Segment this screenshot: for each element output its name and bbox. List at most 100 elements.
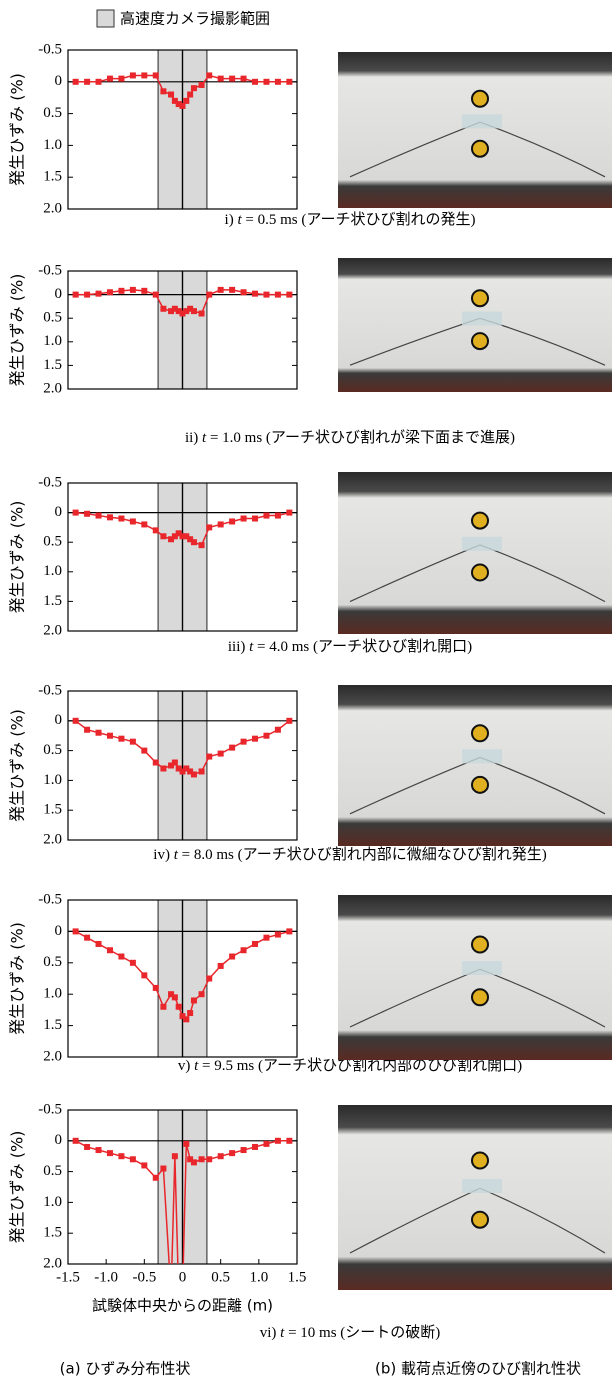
strain-point: [275, 727, 281, 733]
photo: [338, 52, 612, 208]
caption: iii) t = 4.0 ms (アーチ状ひび割れ開口): [228, 638, 472, 655]
strain-point: [172, 760, 178, 766]
figure: 高速度カメラ撮影範囲 (a) ひずみ分布性状 (b) 載荷点近傍のひび割れ性状 …: [0, 0, 616, 1385]
y-tick-label: 0.5: [43, 954, 62, 970]
strain-point: [275, 1138, 281, 1144]
strain-point: [241, 289, 247, 295]
strain-point: [229, 954, 235, 960]
strain-point: [176, 1004, 182, 1010]
strain-point: [183, 98, 189, 104]
strain-point: [187, 92, 193, 98]
y-tick-label: -0.5: [38, 474, 62, 490]
x-tick-label: 1.0: [249, 1269, 268, 1285]
strain-point: [206, 754, 212, 760]
caption: iv) t = 8.0 ms (アーチ状ひび割れ内部に微細なひび割れ発生): [153, 846, 546, 863]
strain-point: [191, 1159, 197, 1165]
strain-point: [96, 1147, 102, 1153]
caption-part: = 1.0 ms (アーチ状ひび割れが梁下面まで進展): [206, 429, 515, 446]
strain-point: [252, 291, 258, 297]
strain-point: [241, 739, 247, 745]
caption: vi) t = 10 ms (シートの破断): [260, 1324, 441, 1341]
y-tick-label: 1.0: [43, 333, 62, 349]
strain-point: [191, 308, 197, 314]
strain-point: [275, 79, 281, 85]
strain-point: [191, 997, 197, 1003]
y-tick-label: 0.5: [43, 105, 62, 121]
strain-point: [107, 514, 113, 520]
strain-point: [153, 72, 159, 78]
y-axis-label: 発生ひずみ (%): [8, 922, 27, 1035]
sensor: [462, 537, 502, 551]
y-tick-label: 2.0: [43, 1048, 62, 1064]
strain-point: [275, 932, 281, 938]
target-marker: [472, 777, 488, 793]
target-marker: [472, 513, 488, 529]
strain-point: [107, 947, 113, 953]
strain-point: [130, 739, 136, 745]
x-tick-label: -1.0: [94, 1269, 118, 1285]
strain-point: [286, 718, 292, 724]
strain-point: [130, 72, 136, 78]
strain-point: [153, 527, 159, 533]
strain-point: [252, 1144, 258, 1150]
strain-point: [286, 1138, 292, 1144]
y-tick-label: -0.5: [38, 891, 62, 907]
caption-part: = 10 ms (シートの破断): [284, 1324, 440, 1341]
y-tick-label: 0.5: [43, 310, 62, 326]
panel-label: (a) ひずみ分布性状: [60, 1360, 191, 1378]
strain-point: [191, 539, 197, 545]
strain-point: [241, 947, 247, 953]
strain-point: [275, 292, 281, 298]
strain-point: [168, 92, 174, 98]
strain-point: [153, 292, 159, 298]
strain-point: [241, 76, 247, 82]
caption-part: = 0.5 ms (アーチ状ひび割れの発生): [242, 211, 476, 228]
strain-point: [84, 1144, 90, 1150]
y-tick-label: 1.5: [43, 1017, 62, 1033]
strain-point: [130, 1156, 136, 1162]
strain-point: [263, 733, 269, 739]
strain-point: [229, 287, 235, 293]
strain-point: [118, 1153, 124, 1159]
sensor: [462, 961, 502, 975]
y-tick-label: 1.5: [43, 169, 62, 185]
strain-point: [241, 1147, 247, 1153]
page: 高速度カメラ撮影範囲 (a) ひずみ分布性状 (b) 載荷点近傍のひび割れ性状 …: [0, 0, 616, 1385]
strain-point: [84, 727, 90, 733]
strain-point: [199, 1156, 205, 1162]
strain-point: [172, 1153, 178, 1159]
strain-point: [84, 935, 90, 941]
strain-point: [73, 510, 79, 516]
x-tick-label: -0.5: [132, 1269, 156, 1285]
strain-point: [199, 82, 205, 88]
strain-point: [172, 994, 178, 1000]
y-tick-label: 0: [55, 504, 63, 520]
strain-point: [199, 768, 205, 774]
strain-point: [263, 1141, 269, 1147]
strain-point: [160, 765, 166, 771]
strain-point: [73, 1138, 79, 1144]
strain-point: [160, 88, 166, 94]
y-axis-label: 発生ひずみ (%): [8, 73, 27, 186]
y-axis-label: 発生ひずみ (%): [8, 501, 27, 614]
strain-point: [153, 985, 159, 991]
strain-point: [286, 292, 292, 298]
strain-point: [118, 516, 124, 522]
y-tick-label: 0: [55, 73, 63, 89]
sensor: [462, 1179, 502, 1193]
target-marker: [472, 333, 488, 349]
strain-point: [187, 1010, 193, 1016]
strain-point: [73, 718, 79, 724]
strain-point: [206, 292, 212, 298]
strain-point: [252, 941, 258, 947]
y-tick-label: 1.5: [43, 1225, 62, 1241]
photo: [338, 895, 612, 1060]
strain-point: [191, 85, 197, 91]
strain-point: [206, 976, 212, 982]
strain-point: [84, 292, 90, 298]
strain-point: [141, 521, 147, 527]
y-tick-label: 0.5: [43, 742, 62, 758]
strain-point: [73, 928, 79, 934]
strain-point: [218, 287, 224, 293]
y-axis-label: 発生ひずみ (%): [8, 709, 27, 822]
